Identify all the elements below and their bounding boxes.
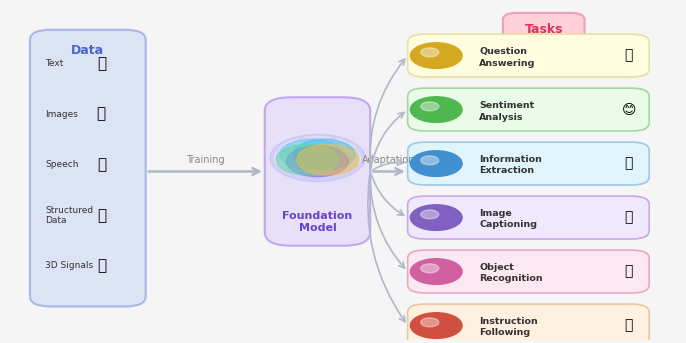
Circle shape <box>421 210 439 219</box>
Text: 🏔️: 🏔️ <box>624 211 633 225</box>
Circle shape <box>287 146 348 177</box>
FancyBboxPatch shape <box>407 250 649 293</box>
Text: Image: Image <box>479 209 512 218</box>
Circle shape <box>280 139 342 170</box>
Text: 😊: 😊 <box>622 103 636 117</box>
Text: Information: Information <box>479 155 542 164</box>
Text: 🔺: 🔺 <box>624 264 633 279</box>
Text: Tasks: Tasks <box>525 23 563 36</box>
Text: 3D Signals: 3D Signals <box>45 261 93 271</box>
Text: Data: Data <box>71 44 104 57</box>
Circle shape <box>421 264 439 273</box>
Text: Adaptation: Adaptation <box>362 155 416 165</box>
Text: 🎤: 🎤 <box>97 157 106 172</box>
Text: Instruction: Instruction <box>479 317 538 326</box>
Circle shape <box>421 48 439 57</box>
FancyBboxPatch shape <box>503 13 584 47</box>
FancyBboxPatch shape <box>30 30 145 307</box>
Circle shape <box>410 313 462 338</box>
Circle shape <box>410 97 462 122</box>
Text: Object: Object <box>479 263 514 272</box>
Circle shape <box>294 139 355 170</box>
Circle shape <box>410 259 462 284</box>
Text: 📖: 📖 <box>97 56 106 71</box>
Circle shape <box>297 144 359 175</box>
FancyBboxPatch shape <box>407 304 649 343</box>
Circle shape <box>421 102 439 111</box>
Text: ❓: ❓ <box>624 49 633 62</box>
FancyBboxPatch shape <box>407 88 649 131</box>
Circle shape <box>276 144 338 175</box>
Text: 🖼️: 🖼️ <box>97 107 106 122</box>
FancyBboxPatch shape <box>407 142 649 185</box>
Text: Extraction: Extraction <box>479 166 534 176</box>
FancyBboxPatch shape <box>407 196 649 239</box>
Text: Recognition: Recognition <box>479 274 543 283</box>
Text: Speech: Speech <box>45 160 78 169</box>
Text: 📊: 📊 <box>97 208 106 223</box>
Text: Foundation
Model: Foundation Model <box>283 211 353 233</box>
Text: Question: Question <box>479 47 527 56</box>
Text: 📡: 📡 <box>97 259 106 273</box>
Circle shape <box>410 205 462 230</box>
Text: Text: Text <box>45 59 63 68</box>
Text: Answering: Answering <box>479 59 536 68</box>
Circle shape <box>421 318 439 327</box>
FancyBboxPatch shape <box>265 97 370 246</box>
Text: Analysis: Analysis <box>479 113 523 121</box>
Circle shape <box>410 43 462 68</box>
Text: 🔍: 🔍 <box>624 156 633 170</box>
FancyBboxPatch shape <box>407 34 649 77</box>
Text: Images: Images <box>45 110 78 119</box>
Circle shape <box>270 134 365 182</box>
Text: Following: Following <box>479 329 530 338</box>
Circle shape <box>410 151 462 176</box>
Circle shape <box>421 156 439 165</box>
Text: 📋: 📋 <box>624 319 633 333</box>
Text: Sentiment: Sentiment <box>479 101 534 110</box>
Text: Captioning: Captioning <box>479 221 537 229</box>
Text: Structured
Data: Structured Data <box>45 206 93 225</box>
Text: Training: Training <box>186 155 224 165</box>
